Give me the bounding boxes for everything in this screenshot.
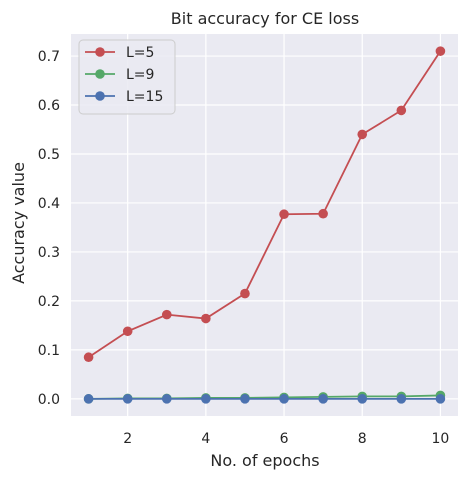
x-tick-label: 2 (123, 431, 132, 447)
y-tick-label: 0.1 (38, 343, 60, 359)
data-point (435, 394, 446, 404)
legend-item: L=15 (85, 89, 163, 105)
data-point (357, 394, 368, 404)
data-point (435, 46, 446, 56)
y-tick-label: 0.0 (38, 392, 60, 408)
y-tick-label: 0.4 (38, 196, 60, 212)
data-point (122, 394, 133, 404)
legend: L=5 L=9 L=15 (78, 39, 176, 115)
legend-marker (95, 91, 105, 101)
legend-label: L=9 (126, 67, 154, 83)
y-tick-label: 0.6 (38, 98, 60, 114)
legend-item: L=9 (85, 67, 154, 83)
series-layer (83, 46, 446, 404)
series-line (88, 50, 442, 358)
data-point (279, 394, 289, 404)
data-point (318, 208, 328, 219)
data-point (83, 352, 94, 363)
data-point (279, 209, 289, 220)
x-tick-labels: 2 4 6 8 10 (123, 431, 449, 447)
data-point (201, 313, 211, 324)
legend-label: L=5 (126, 45, 154, 61)
y-tick-label: 0.2 (38, 294, 60, 310)
series-L=5 (83, 46, 446, 363)
data-point (161, 309, 172, 320)
series-L=15 (83, 394, 446, 404)
data-point (83, 394, 94, 404)
data-point (122, 326, 133, 337)
x-tick-label: 10 (431, 431, 449, 447)
data-point (201, 394, 211, 404)
y-tick-label: 0.7 (38, 49, 60, 65)
x-tick-label: 6 (280, 431, 289, 447)
legend-marker (95, 47, 105, 57)
x-tick-label: 8 (358, 431, 367, 447)
y-axis-title: Accuracy value (9, 162, 28, 284)
data-point (396, 394, 407, 404)
x-axis-title: No. of epochs (210, 451, 319, 470)
legend-label: L=15 (126, 89, 163, 105)
legend-marker (95, 69, 105, 79)
data-point (240, 394, 250, 404)
y-tick-label: 0.5 (38, 147, 60, 163)
x-tick-label: 4 (201, 431, 210, 447)
y-tick-label: 0.3 (38, 245, 60, 261)
data-point (396, 105, 407, 116)
chart-title: Bit accuracy for CE loss (171, 9, 359, 28)
data-point (318, 394, 328, 404)
y-tick-labels: 0.0 0.1 0.2 0.3 0.4 0.5 0.6 0.7 (38, 49, 60, 408)
data-point (240, 288, 250, 299)
data-point (161, 394, 172, 404)
data-point (357, 129, 368, 140)
legend-item: L=5 (85, 45, 154, 61)
